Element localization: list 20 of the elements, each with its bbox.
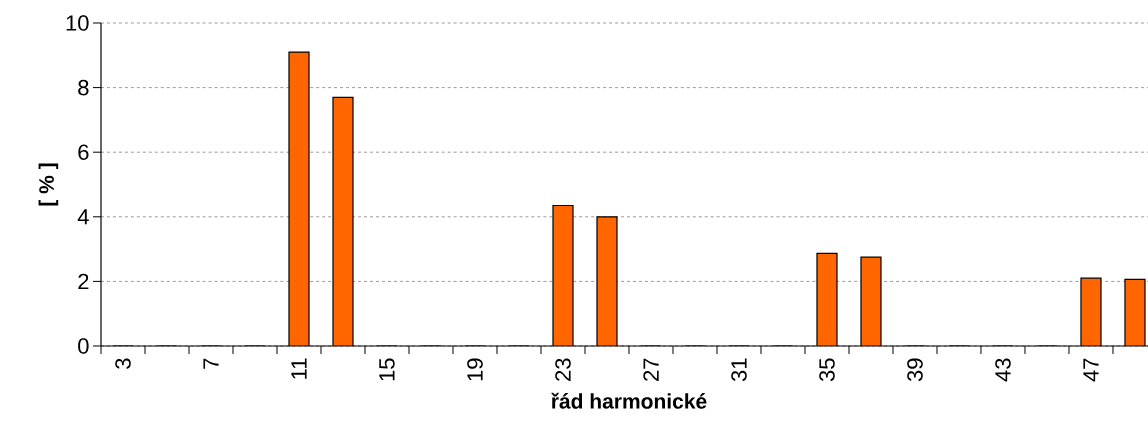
x-tick-label: 7	[203, 358, 219, 369]
x-tick-label: 35	[819, 358, 835, 382]
y-tick-label: 10	[66, 15, 89, 31]
y-tick-label: 8	[78, 79, 89, 96]
x-tick-label: 11	[291, 358, 307, 379]
x-tick-label: 15	[379, 358, 395, 381]
x-tick-label: 31	[731, 358, 747, 382]
x-tick-label: 3	[115, 358, 131, 369]
x-tick-label: 39	[907, 358, 923, 382]
y-tick-label: 4	[77, 209, 89, 225]
y-tick-label: 0	[78, 338, 89, 354]
y-tick-label: 2	[78, 273, 89, 290]
x-tick-label: 19	[467, 358, 483, 381]
x-tick-label: 27	[643, 358, 659, 381]
x-axis-title: řád harmonické	[551, 392, 707, 409]
y-tick-label: 6	[78, 144, 89, 160]
x-tick-label: 43	[995, 358, 1011, 382]
x-tick-label: 23	[555, 358, 571, 381]
x-tick-label: 47	[1083, 358, 1099, 382]
y-axis-title: [ % ]	[38, 163, 59, 206]
